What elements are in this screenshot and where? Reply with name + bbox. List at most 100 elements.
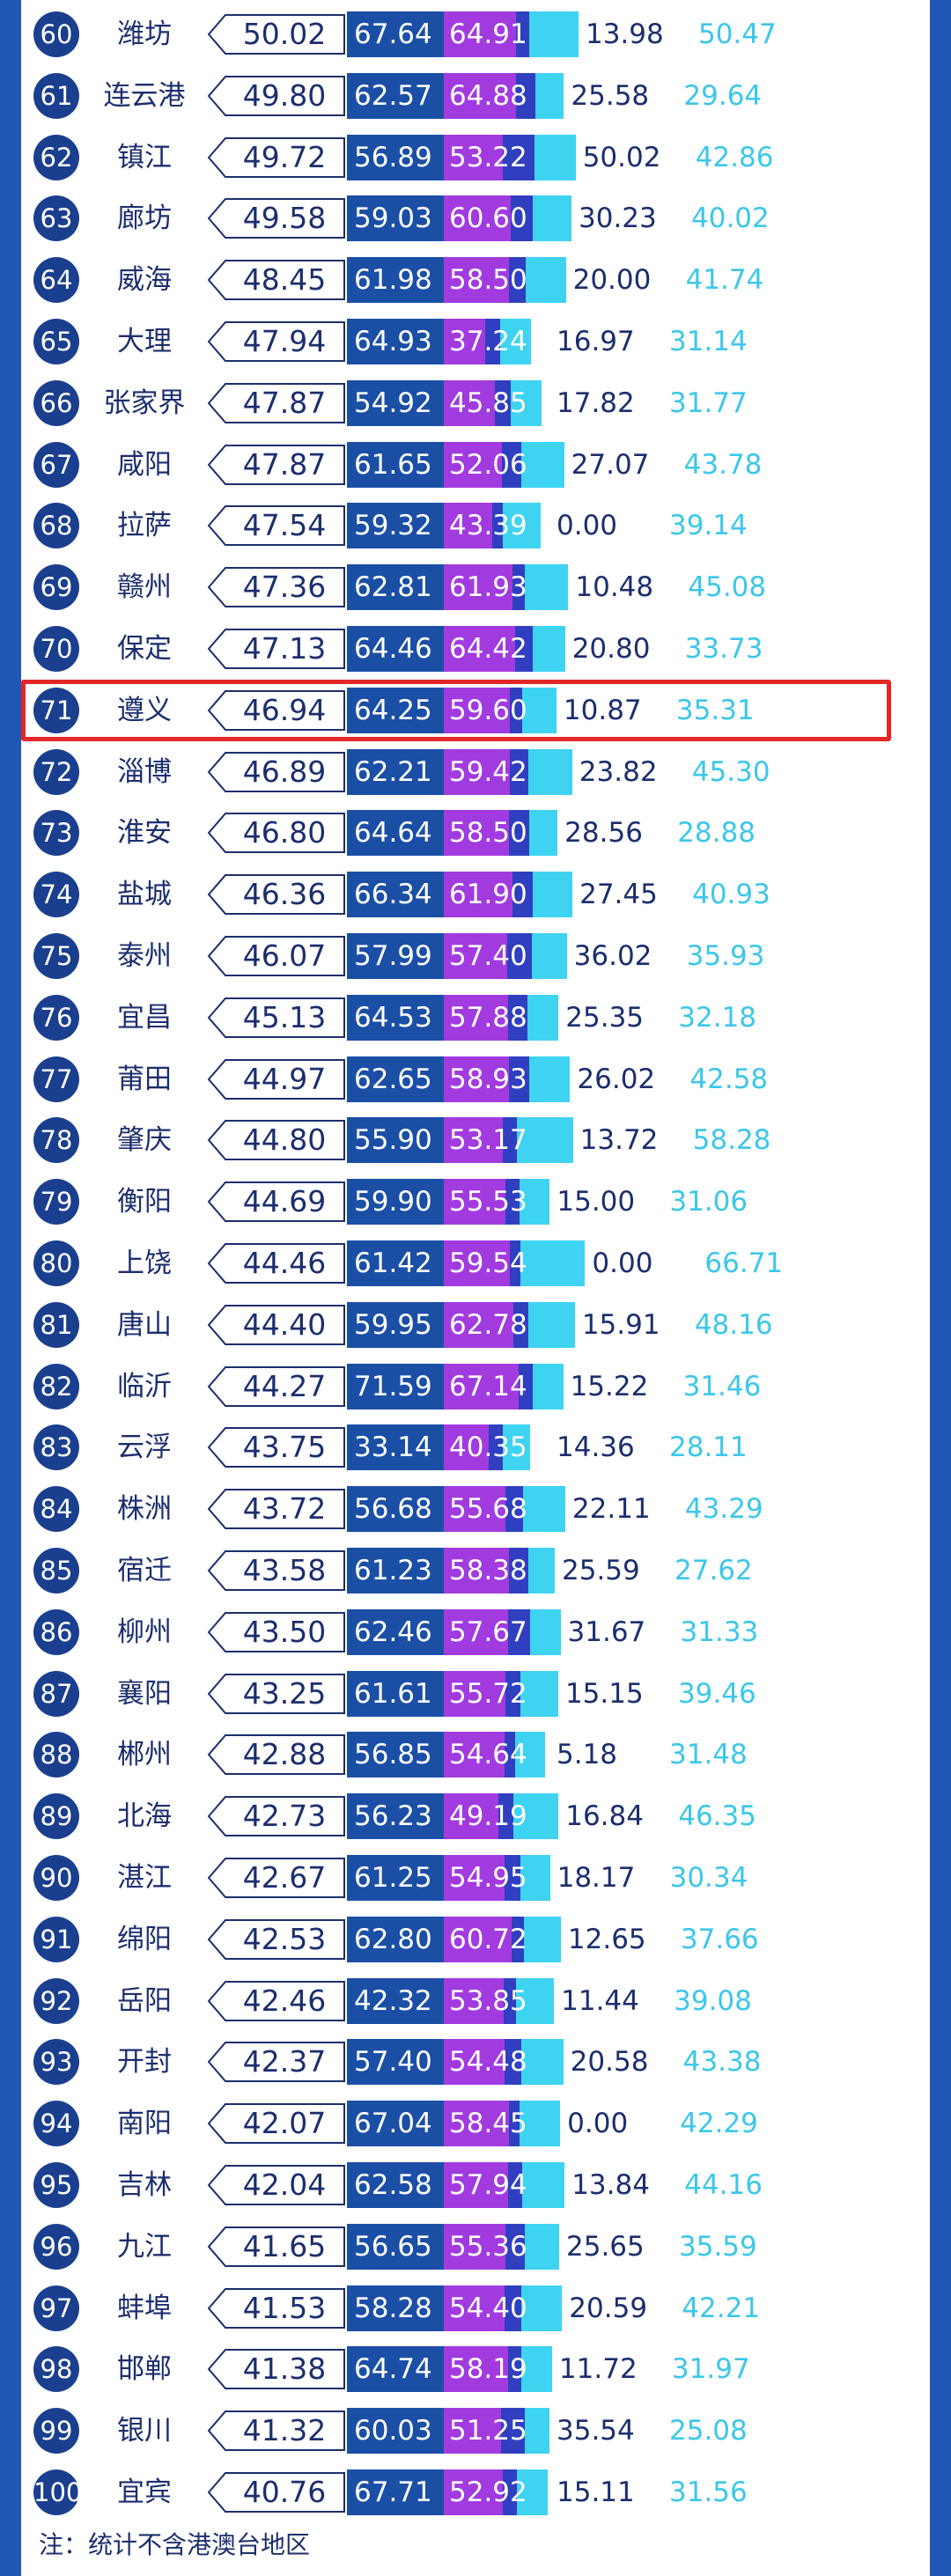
rank-badge: 86 (33, 1608, 79, 1655)
ranking-row: 63 廊坊 49.58 59.03 60.60 30.23 40.02 (21, 188, 930, 249)
score-box-outline (207, 1918, 345, 1960)
bar-segment-2 (444, 72, 516, 119)
ranking-chart: 60 潍坊 50.02 67.64 64.91 13.98 50.47 61 连云港 49.80 6… (21, 0, 930, 2518)
city-score: 46.89 (242, 754, 327, 789)
city-name: 淮安 (117, 817, 172, 850)
city-name: 临沂 (117, 1370, 172, 1402)
bar-area: 60.03 51.25 (347, 2408, 690, 2455)
bar-segment-4 (534, 72, 564, 119)
bar-segment-2 (444, 1301, 514, 1348)
value-4-label: 35.31 (675, 694, 755, 726)
value-2-label: 64.42 (449, 633, 527, 665)
value-1-label: 54.92 (354, 386, 432, 419)
city-name: 保定 (117, 633, 172, 665)
value-4-label: 48.16 (694, 1308, 773, 1341)
city-score: 46.94 (242, 692, 327, 727)
city-name: 蚌埠 (117, 2292, 172, 2324)
ranking-row: 99 银川 41.32 60.03 51.25 35.54 25.08 (21, 2400, 930, 2462)
value-3-label: 11.44 (561, 1984, 639, 2017)
rank-badge: 85 (33, 1548, 79, 1593)
bar-segment-2 (444, 319, 485, 364)
bar-segment-1 (347, 1117, 444, 1164)
value-3-label: 36.02 (573, 940, 652, 972)
city-score: 41.32 (242, 2413, 327, 2448)
bar-segment-1 (347, 2039, 444, 2086)
score-box: 42.37 (206, 2041, 347, 2083)
rank-badge: 69 (33, 564, 79, 611)
city-score: 42.73 (242, 1799, 327, 1834)
city-score: 49.80 (242, 77, 327, 113)
value-1-label: 66.34 (354, 879, 432, 911)
score-box: 42.46 (206, 1980, 347, 2022)
value-1-label: 59.95 (354, 1308, 432, 1341)
score-box: 43.50 (206, 1611, 347, 1653)
score-box-chevron (207, 75, 345, 116)
score-box-outline (207, 1120, 345, 1161)
score-box-outline (207, 1304, 345, 1345)
score-box-outline (207, 75, 345, 116)
bar-segment-3 (510, 687, 523, 733)
value-2-label: 57.67 (449, 1616, 527, 1648)
bar-segment-2 (444, 1548, 509, 1593)
value-3-label: 20.58 (570, 2046, 649, 2079)
rank-badge: 79 (33, 1179, 79, 1225)
ranking-row: 86 柳州 43.50 62.46 57.67 31.67 31.33 (21, 1601, 930, 1663)
score-box-outline (207, 1550, 345, 1591)
bar-segment-2 (444, 2162, 508, 2208)
ranking-row: 83 云浮 43.75 33.14 40.35 14.36 28.11 (21, 1417, 930, 1478)
city-name: 邯郸 (117, 2353, 172, 2386)
value-3-label: 0.00 (592, 1248, 653, 1279)
rank-badge: 97 (33, 2285, 79, 2331)
score-box-outline (207, 2042, 345, 2083)
score-box-chevron (207, 382, 345, 423)
value-4-label: 31.48 (669, 1739, 748, 1771)
score-box-outline (207, 136, 345, 178)
bar-segment-2 (444, 441, 502, 488)
bar-segment-3 (508, 1548, 528, 1593)
score-box-chevron (207, 2410, 345, 2452)
score-box-chevron (207, 1427, 345, 1468)
bar-area: 61.65 52.06 (347, 441, 690, 488)
rank-badge: 77 (33, 1056, 79, 1102)
city-name: 淄博 (117, 755, 172, 788)
value-2-label: 58.38 (449, 1555, 527, 1586)
bar-segment-1 (347, 2162, 444, 2208)
value-4-label: 39.46 (677, 1677, 756, 1710)
value-4-label: 28.11 (669, 1432, 748, 1464)
bar-segment-4 (519, 2101, 561, 2147)
bar-segment-4 (522, 687, 557, 733)
bar-segment-4 (520, 1670, 558, 1717)
value-1-label: 61.65 (354, 448, 432, 481)
value-1-label: 61.23 (354, 1555, 432, 1586)
bar-segment-1 (347, 564, 444, 611)
bar-area: 64.74 58.19 (347, 2346, 690, 2393)
score-box-outline (207, 2287, 345, 2329)
value-2-label: 54.95 (449, 1862, 527, 1894)
value-1-label: 62.57 (354, 79, 432, 112)
bar-segment-1 (347, 687, 444, 733)
value-2-label: 43.39 (449, 510, 527, 542)
rank-badge: 72 (33, 748, 79, 795)
bar-segment-4 (532, 195, 571, 242)
value-1-label: 61.42 (354, 1248, 432, 1279)
bar-area: 42.32 53.85 (347, 1977, 690, 2024)
ranking-row: 72 淄博 46.89 62.21 59.42 23.82 45.30 (21, 741, 930, 803)
score-box: 48.45 (206, 259, 347, 301)
bar-segment-1 (347, 872, 444, 918)
score-box-outline (207, 1980, 345, 2021)
bar-segment-4 (527, 1301, 575, 1348)
score-box: 46.94 (206, 689, 347, 732)
value-3-label: 5.18 (557, 1739, 618, 1771)
bar-segment-1 (347, 1240, 444, 1286)
city-name: 南阳 (117, 2108, 172, 2140)
value-4-label: 43.38 (682, 2046, 762, 2079)
bar-segment-3 (512, 564, 525, 611)
score-box-outline (207, 997, 345, 1038)
city-score: 42.37 (242, 2044, 327, 2079)
score-box: 46.89 (206, 751, 347, 793)
city-name: 襄阳 (117, 1677, 172, 1710)
value-2-label: 57.40 (449, 940, 527, 972)
bar-segment-2 (444, 503, 492, 549)
value-3-label: 0.00 (567, 2108, 629, 2140)
value-3-label: 27.45 (579, 879, 658, 911)
